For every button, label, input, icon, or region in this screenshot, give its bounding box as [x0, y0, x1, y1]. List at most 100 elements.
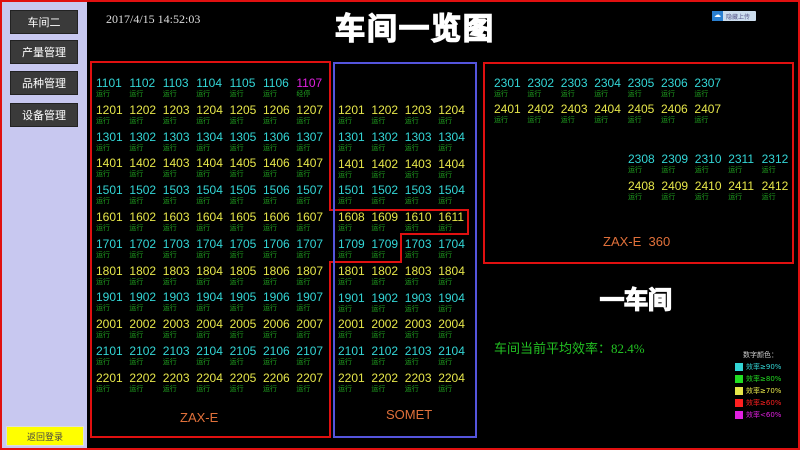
machine-cell[interactable]: 1705 运行	[230, 237, 262, 259]
machine-cell[interactable]: 1505 运行	[230, 184, 262, 206]
machine-cell[interactable]: 2006 运行	[263, 318, 295, 340]
machine-cell[interactable]: 1903 运行	[163, 291, 195, 313]
machine-cell[interactable]: 2104 运行	[196, 345, 228, 367]
machine-cell[interactable]: 2101 运行	[338, 345, 370, 367]
machine-cell[interactable]: 1901 运行	[338, 291, 370, 313]
machine-cell[interactable]: 1703 运行	[405, 238, 437, 260]
machine-cell[interactable]: 1304 运行	[438, 130, 470, 152]
machine-cell[interactable]: 1301 运行	[338, 130, 370, 152]
machine-cell[interactable]: 2207 运行	[296, 371, 328, 393]
machine-cell[interactable]: 1804 运行	[196, 264, 228, 286]
machine-cell[interactable]: 1501 运行	[338, 184, 370, 206]
machine-cell[interactable]: 1201 运行	[96, 103, 128, 125]
machine-cell[interactable]: 1805 运行	[230, 264, 262, 286]
machine-cell[interactable]: 2308 运行	[628, 153, 660, 175]
machine-cell[interactable]: 2004 运行	[438, 318, 470, 340]
machine-cell[interactable]: 1303 运行	[405, 130, 437, 152]
machine-cell[interactable]: 1204 运行	[438, 104, 470, 126]
machine-cell[interactable]: 2201 运行	[338, 372, 370, 394]
machine-cell[interactable]: 2303 运行	[561, 77, 593, 99]
machine-cell[interactable]: 1803 运行	[405, 264, 437, 286]
machine-cell[interactable]: 2202 运行	[371, 372, 403, 394]
machine-cell[interactable]: 1801 运行	[96, 264, 128, 286]
nav-production-button[interactable]: 产量管理	[10, 40, 78, 64]
machine-cell[interactable]: 1403 运行	[405, 157, 437, 179]
machine-cell[interactable]: 2003 运行	[163, 318, 195, 340]
machine-cell[interactable]: 1605 运行	[230, 211, 262, 233]
machine-cell[interactable]: 1603 运行	[163, 211, 195, 233]
machine-cell[interactable]: 1709 运行	[371, 238, 403, 260]
machine-cell[interactable]: 1307 运行	[296, 130, 328, 152]
machine-cell[interactable]: 2306 运行	[661, 77, 693, 99]
machine-cell[interactable]: 1704 运行	[438, 238, 470, 260]
machine-cell[interactable]: 1205 运行	[230, 103, 262, 125]
machine-cell[interactable]: 2412 运行	[762, 180, 794, 202]
machine-cell[interactable]: 1704 运行	[196, 237, 228, 259]
machine-cell[interactable]: 1607 运行	[296, 211, 328, 233]
machine-cell[interactable]: 1302 运行	[371, 130, 403, 152]
machine-cell[interactable]: 1107 经停	[296, 77, 328, 99]
machine-cell[interactable]: 2401 运行	[494, 103, 526, 125]
machine-cell[interactable]: 1302 运行	[129, 130, 161, 152]
machine-cell[interactable]: 1203 运行	[405, 104, 437, 126]
machine-cell[interactable]: 2202 运行	[129, 371, 161, 393]
machine-cell[interactable]: 1401 运行	[96, 157, 128, 179]
machine-cell[interactable]: 2102 运行	[129, 345, 161, 367]
machine-cell[interactable]: 2105 运行	[230, 345, 262, 367]
machine-cell[interactable]: 2203 运行	[163, 371, 195, 393]
machine-cell[interactable]: 1610 运行	[405, 211, 437, 233]
machine-cell[interactable]: 2104 运行	[438, 345, 470, 367]
machine-cell[interactable]: 1803 运行	[163, 264, 195, 286]
machine-cell[interactable]: 2103 运行	[405, 345, 437, 367]
upload-button[interactable]: ☁ 隐藏上传	[712, 11, 756, 21]
machine-cell[interactable]: 2201 运行	[96, 371, 128, 393]
machine-cell[interactable]: 2204 运行	[438, 372, 470, 394]
machine-cell[interactable]: 1608 运行	[338, 211, 370, 233]
machine-cell[interactable]: 1305 运行	[230, 130, 262, 152]
machine-cell[interactable]: 1403 运行	[163, 157, 195, 179]
machine-cell[interactable]: 2302 运行	[527, 77, 559, 99]
machine-cell[interactable]: 2005 运行	[230, 318, 262, 340]
machine-cell[interactable]: 2406 运行	[661, 103, 693, 125]
machine-cell[interactable]: 1801 运行	[338, 264, 370, 286]
machine-cell[interactable]: 2205 运行	[230, 371, 262, 393]
machine-cell[interactable]: 1901 运行	[96, 291, 128, 313]
machine-cell[interactable]: 1405 运行	[230, 157, 262, 179]
machine-cell[interactable]: 2410 运行	[695, 180, 727, 202]
machine-cell[interactable]: 1902 运行	[371, 291, 403, 313]
machine-cell[interactable]: 2309 运行	[661, 153, 693, 175]
machine-cell[interactable]: 2403 运行	[561, 103, 593, 125]
machine-cell[interactable]: 1504 运行	[438, 184, 470, 206]
machine-cell[interactable]: 2411 运行	[728, 180, 760, 202]
machine-cell[interactable]: 2203 运行	[405, 372, 437, 394]
machine-cell[interactable]: 1804 运行	[438, 264, 470, 286]
machine-cell[interactable]: 1502 运行	[129, 184, 161, 206]
machine-cell[interactable]: 1709 运行	[338, 238, 370, 260]
machine-cell[interactable]: 1501 运行	[96, 184, 128, 206]
machine-cell[interactable]: 1706 运行	[263, 237, 295, 259]
machine-cell[interactable]: 1207 运行	[296, 103, 328, 125]
machine-cell[interactable]: 2311 运行	[728, 153, 760, 175]
machine-cell[interactable]: 1802 运行	[129, 264, 161, 286]
machine-cell[interactable]: 1904 运行	[438, 291, 470, 313]
machine-cell[interactable]: 1609 运行	[371, 211, 403, 233]
machine-cell[interactable]: 1102 运行	[129, 77, 161, 99]
machine-cell[interactable]: 1906 运行	[263, 291, 295, 313]
machine-cell[interactable]: 1201 运行	[338, 104, 370, 126]
machine-cell[interactable]: 1301 运行	[96, 130, 128, 152]
machine-cell[interactable]: 2102 运行	[371, 345, 403, 367]
machine-cell[interactable]: 2307 运行	[694, 77, 726, 99]
machine-cell[interactable]: 1907 运行	[296, 291, 328, 313]
machine-cell[interactable]: 1506 运行	[263, 184, 295, 206]
machine-cell[interactable]: 2407 运行	[694, 103, 726, 125]
machine-cell[interactable]: 1503 运行	[405, 184, 437, 206]
machine-cell[interactable]: 1802 运行	[371, 264, 403, 286]
machine-cell[interactable]: 2001 运行	[96, 318, 128, 340]
machine-cell[interactable]: 2405 运行	[628, 103, 660, 125]
machine-cell[interactable]: 2101 运行	[96, 345, 128, 367]
machine-cell[interactable]: 1206 运行	[263, 103, 295, 125]
machine-cell[interactable]: 1101 运行	[96, 77, 128, 99]
machine-cell[interactable]: 1404 运行	[196, 157, 228, 179]
machine-cell[interactable]: 2305 运行	[628, 77, 660, 99]
machine-cell[interactable]: 1203 运行	[163, 103, 195, 125]
